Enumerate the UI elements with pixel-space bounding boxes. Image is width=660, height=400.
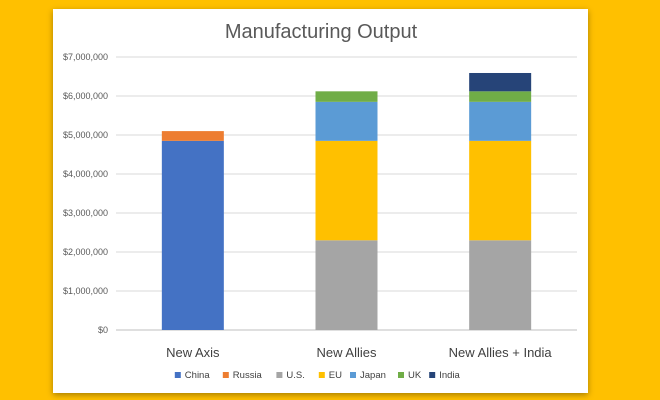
bar-segment: [161, 140, 224, 330]
legend-item: UK: [398, 370, 422, 381]
legend-item: Japan: [350, 370, 386, 381]
y-tick-label: $0: [98, 325, 108, 335]
legend-label: Japan: [360, 370, 386, 381]
legend-label: EU: [329, 370, 342, 381]
y-tick-label: $5,000,000: [63, 130, 108, 140]
legend-item: EU: [318, 370, 342, 381]
category-label: New Allies + India: [449, 345, 553, 360]
y-tick-label: $1,000,000: [63, 286, 108, 296]
y-axis-tick-labels: $0 $1,000,000 $2,000,000 $3,000,000 $4,000,0…: [63, 52, 108, 335]
bar-segment: [315, 91, 378, 102]
bar-segment: [315, 240, 378, 330]
legend-swatch: [429, 372, 436, 378]
bar-segment: [315, 140, 378, 241]
legend-label: Russia: [233, 370, 263, 381]
legend-label: China: [185, 370, 211, 381]
y-tick-label: $2,000,000: [63, 247, 108, 257]
bar-segment: [469, 240, 532, 330]
legend-swatch: [222, 372, 229, 378]
y-tick-label: $6,000,000: [63, 91, 108, 101]
legend-item: U.S.: [276, 370, 305, 381]
bars: [161, 72, 532, 330]
bar-segment: [315, 101, 378, 141]
legend-item: India: [429, 370, 461, 381]
legend-swatch: [174, 372, 181, 378]
legend: China Russia U.S. EU Japan UK India: [174, 370, 461, 381]
legend-label: India: [439, 370, 460, 381]
legend-item: Russia: [222, 370, 263, 381]
chart-title: Manufacturing Output: [225, 21, 418, 43]
y-tick-label: $7,000,000: [63, 52, 108, 62]
stacked-bar-chart: Manufacturing Output $0 $1,000,000 $2,000,…: [63, 21, 577, 381]
x-axis-category-labels: New Axis New Allies New Allies + India: [166, 345, 552, 360]
bar-segment: [469, 101, 532, 141]
bar-segment: [161, 131, 224, 141]
y-tick-label: $3,000,000: [63, 208, 108, 218]
category-label: New Allies: [317, 345, 377, 360]
y-tick-label: $4,000,000: [63, 169, 108, 179]
legend-label: UK: [408, 370, 422, 381]
legend-swatch: [276, 372, 283, 378]
legend-swatch: [350, 372, 356, 378]
bar-segment: [469, 140, 532, 241]
bar-segment: [469, 91, 532, 102]
category-label: New Axis: [166, 345, 220, 360]
legend-item: China: [174, 370, 211, 381]
bar-segment: [469, 72, 532, 92]
legend-label: U.S.: [286, 370, 304, 381]
legend-swatch: [398, 372, 404, 378]
legend-swatch: [318, 372, 325, 378]
chart-card: Manufacturing Output $0 $1,000,000 $2,000,…: [53, 9, 588, 393]
